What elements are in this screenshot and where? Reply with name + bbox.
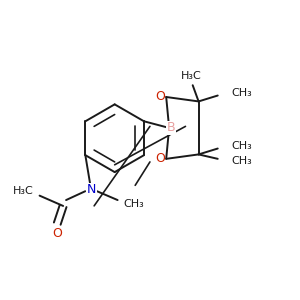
Text: CH₃: CH₃ [231,156,252,166]
Text: N: N [86,183,96,196]
Text: H₃C: H₃C [181,70,202,80]
Text: CH₃: CH₃ [231,141,252,151]
Text: CH₃: CH₃ [231,88,252,98]
Text: CH₃: CH₃ [123,199,144,209]
Text: H₃C: H₃C [13,186,34,196]
Text: O: O [52,226,62,239]
Text: O: O [155,152,165,165]
Text: B: B [166,122,175,134]
Text: O: O [155,91,165,103]
